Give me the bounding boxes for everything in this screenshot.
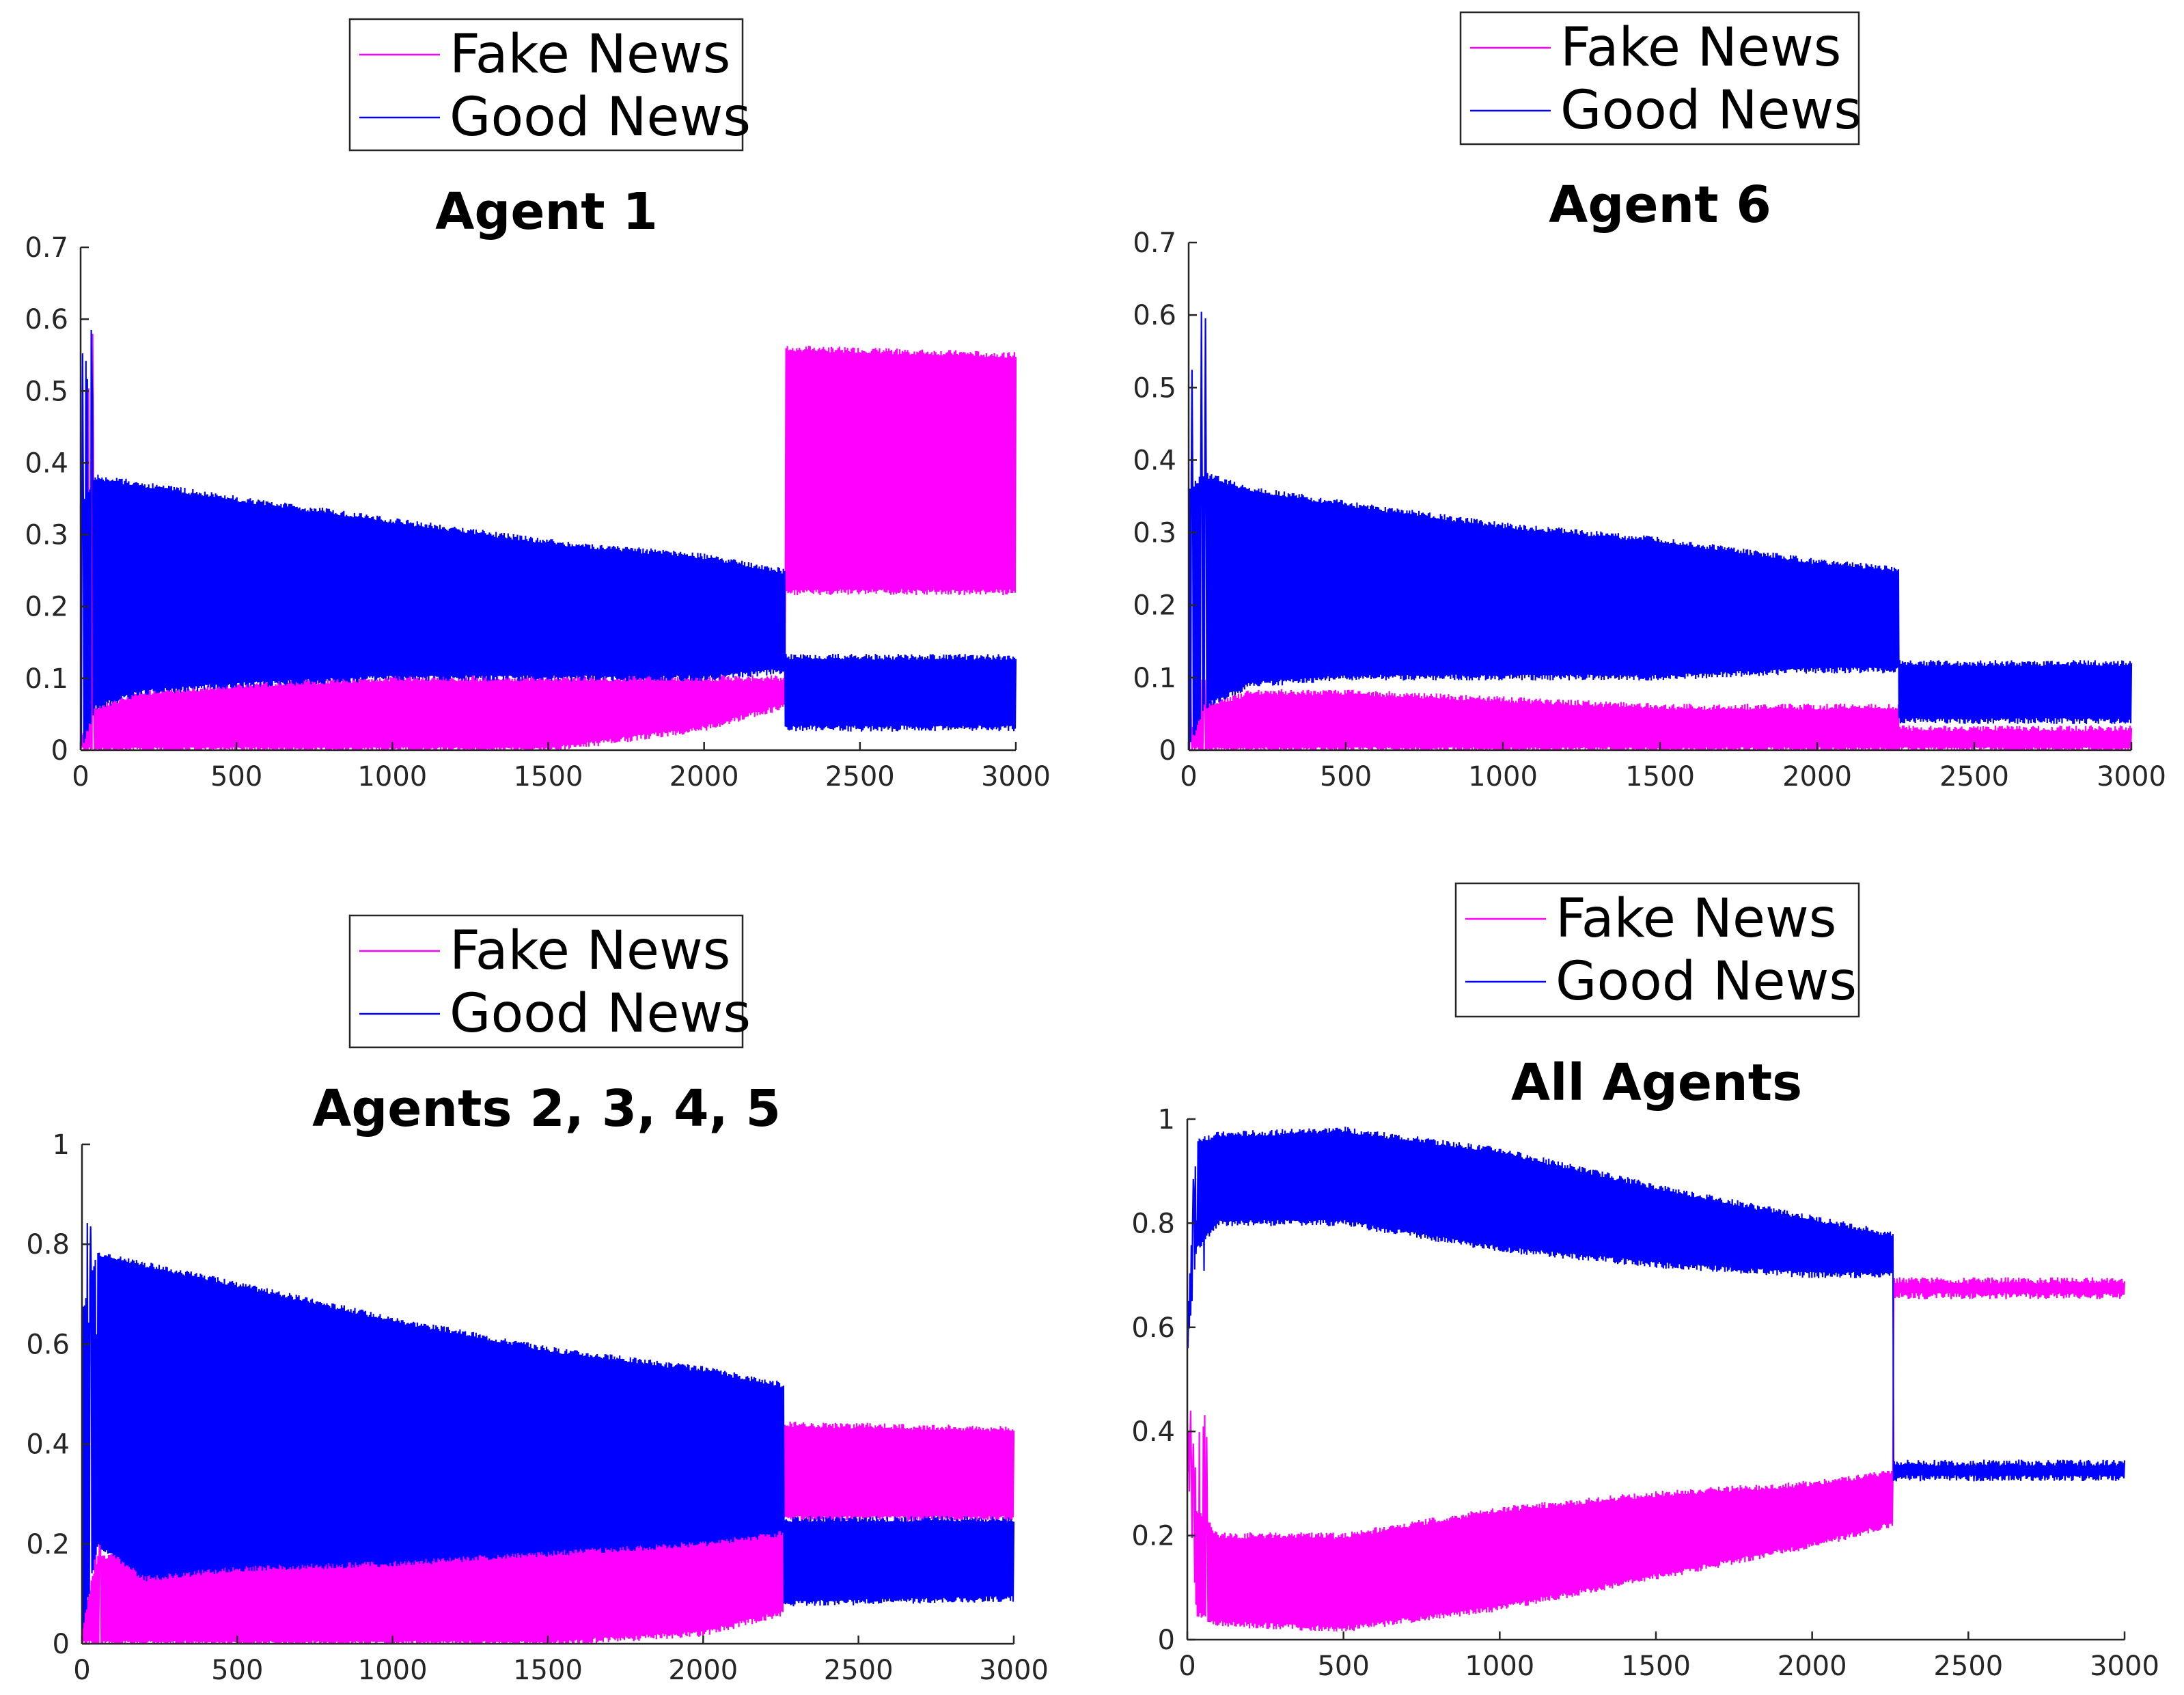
legend-box	[348, 914, 744, 1049]
series-line-good-news	[1187, 312, 2133, 749]
chart-panel-1: 0 500 1000 1500 2000 2500 3000 0 0.1 0.2 0.3 0.4 0.5…	[25, 18, 1051, 793]
x-tick-label: 1500	[513, 1655, 583, 1686]
legend-label: Good News	[450, 983, 751, 1045]
legend-box	[1454, 882, 1860, 1018]
y-tick-label: 0.5	[25, 376, 68, 407]
y-tick-label: 0	[1159, 735, 1176, 767]
y-tick-label: 0.8	[1131, 1208, 1175, 1239]
x-tick-label: 1000	[1468, 761, 1538, 793]
legend-box	[1459, 11, 1860, 146]
y-tick-label: 0	[51, 735, 68, 767]
x-tick-label: 3000	[979, 1655, 1049, 1686]
chart-title: All Agents	[1511, 1053, 1802, 1112]
x-tick-label: 2000	[1782, 761, 1852, 793]
y-tick-label: 0.2	[26, 1529, 70, 1560]
x-tick-label: 2000	[668, 1655, 738, 1686]
y-tick-label: 0.3	[1133, 518, 1176, 549]
y-tick-label: 0.4	[25, 447, 68, 479]
x-tick-label: 3000	[2097, 761, 2166, 793]
y-tick-label: 0.6	[1131, 1312, 1175, 1344]
y-tick-label: 0.4	[1133, 445, 1176, 476]
y-tick-label: 0.1	[1133, 663, 1176, 694]
x-tick-label: 2000	[1778, 1651, 1847, 1682]
x-tick-label: 2500	[824, 1655, 894, 1686]
y-tick-label: 0.5	[1133, 372, 1176, 404]
x-tick-label: 1000	[358, 1655, 428, 1686]
x-tick-label: 2000	[669, 761, 739, 793]
y-tick-label: 0.8	[26, 1229, 70, 1260]
x-tick-label: 1500	[1625, 761, 1695, 793]
legend-label: Fake News	[450, 920, 730, 982]
chart-title: Agents 2, 3, 4, 5	[312, 1079, 781, 1138]
series-line-good-news	[1186, 1127, 2126, 1482]
x-tick-label: 0	[1178, 1651, 1195, 1682]
y-tick-label: 0.2	[1133, 590, 1176, 622]
x-tick-label: 500	[1317, 1651, 1369, 1682]
y-tick-label: 0.4	[1131, 1416, 1175, 1448]
y-tick-label: 0.2	[25, 592, 68, 623]
y-tick-label: 0.6	[1133, 300, 1176, 331]
x-tick-label: 2500	[1939, 761, 2009, 793]
legend-box	[348, 18, 744, 152]
y-tick-label: 0.6	[26, 1329, 70, 1360]
series-group	[79, 329, 1017, 751]
x-tick-label: 2500	[825, 761, 895, 793]
chart-title: Agent 6	[1549, 176, 1771, 234]
y-tick-label: 0.7	[1133, 228, 1176, 259]
y-tick-label: 1	[1158, 1104, 1175, 1135]
x-tick-label: 500	[1320, 761, 1372, 793]
series-group	[81, 1223, 1015, 1644]
y-tick-label: 0.4	[26, 1429, 70, 1461]
y-tick-label: 0.1	[25, 663, 68, 695]
series-line-fake-news	[1186, 1277, 2126, 1632]
y-tick-label: 0.2	[1131, 1521, 1175, 1552]
legend-label: Good News	[1560, 80, 1862, 141]
y-tick-label: 0.3	[25, 520, 68, 551]
x-tick-label: 0	[73, 1655, 90, 1686]
chart-panel-3: 0 500 1000 1500 2000 2500 3000 0 0.2 0.4 0.6 0.8 1 Ag…	[26, 914, 1049, 1686]
x-tick-label: 2500	[1933, 1651, 2003, 1682]
chart-panel-2: 0 500 1000 1500 2000 2500 3000 0 0.1 0.2 0.3 0.4 0.5…	[1133, 11, 2166, 793]
chart-title: Agent 1	[435, 182, 658, 241]
y-tick-label: 1	[53, 1129, 70, 1161]
x-tick-label: 1500	[514, 761, 583, 793]
x-tick-label: 1000	[357, 761, 427, 793]
legend-label: Fake News	[450, 24, 730, 85]
legend-label: Fake News	[1560, 17, 1841, 79]
x-tick-label: 3000	[981, 761, 1051, 793]
legend-label: Fake News	[1556, 888, 1836, 950]
y-tick-label: 0.6	[25, 304, 68, 335]
series-line-good-news	[79, 329, 1017, 746]
y-tick-label: 0	[53, 1629, 70, 1660]
y-tick-label: 0	[1158, 1625, 1175, 1656]
chart-panel-4: 0 500 1000 1500 2000 2500 3000 0 0.2 0.4 0.6 0.8 1 Al…	[1131, 882, 2159, 1682]
x-tick-label: 3000	[2090, 1651, 2159, 1682]
legend-label: Good News	[1556, 951, 1857, 1012]
series-group	[1186, 1127, 2126, 1632]
legend-label: Good News	[450, 87, 751, 148]
y-tick-label: 0.7	[25, 232, 68, 264]
x-tick-label: 1500	[1621, 1651, 1691, 1682]
series-line-good-news	[81, 1223, 1015, 1629]
x-tick-label: 0	[72, 761, 89, 793]
x-tick-label: 0	[1180, 761, 1197, 793]
x-tick-label: 500	[210, 761, 262, 793]
x-tick-label: 500	[211, 1655, 263, 1686]
x-tick-label: 1000	[1465, 1651, 1534, 1682]
